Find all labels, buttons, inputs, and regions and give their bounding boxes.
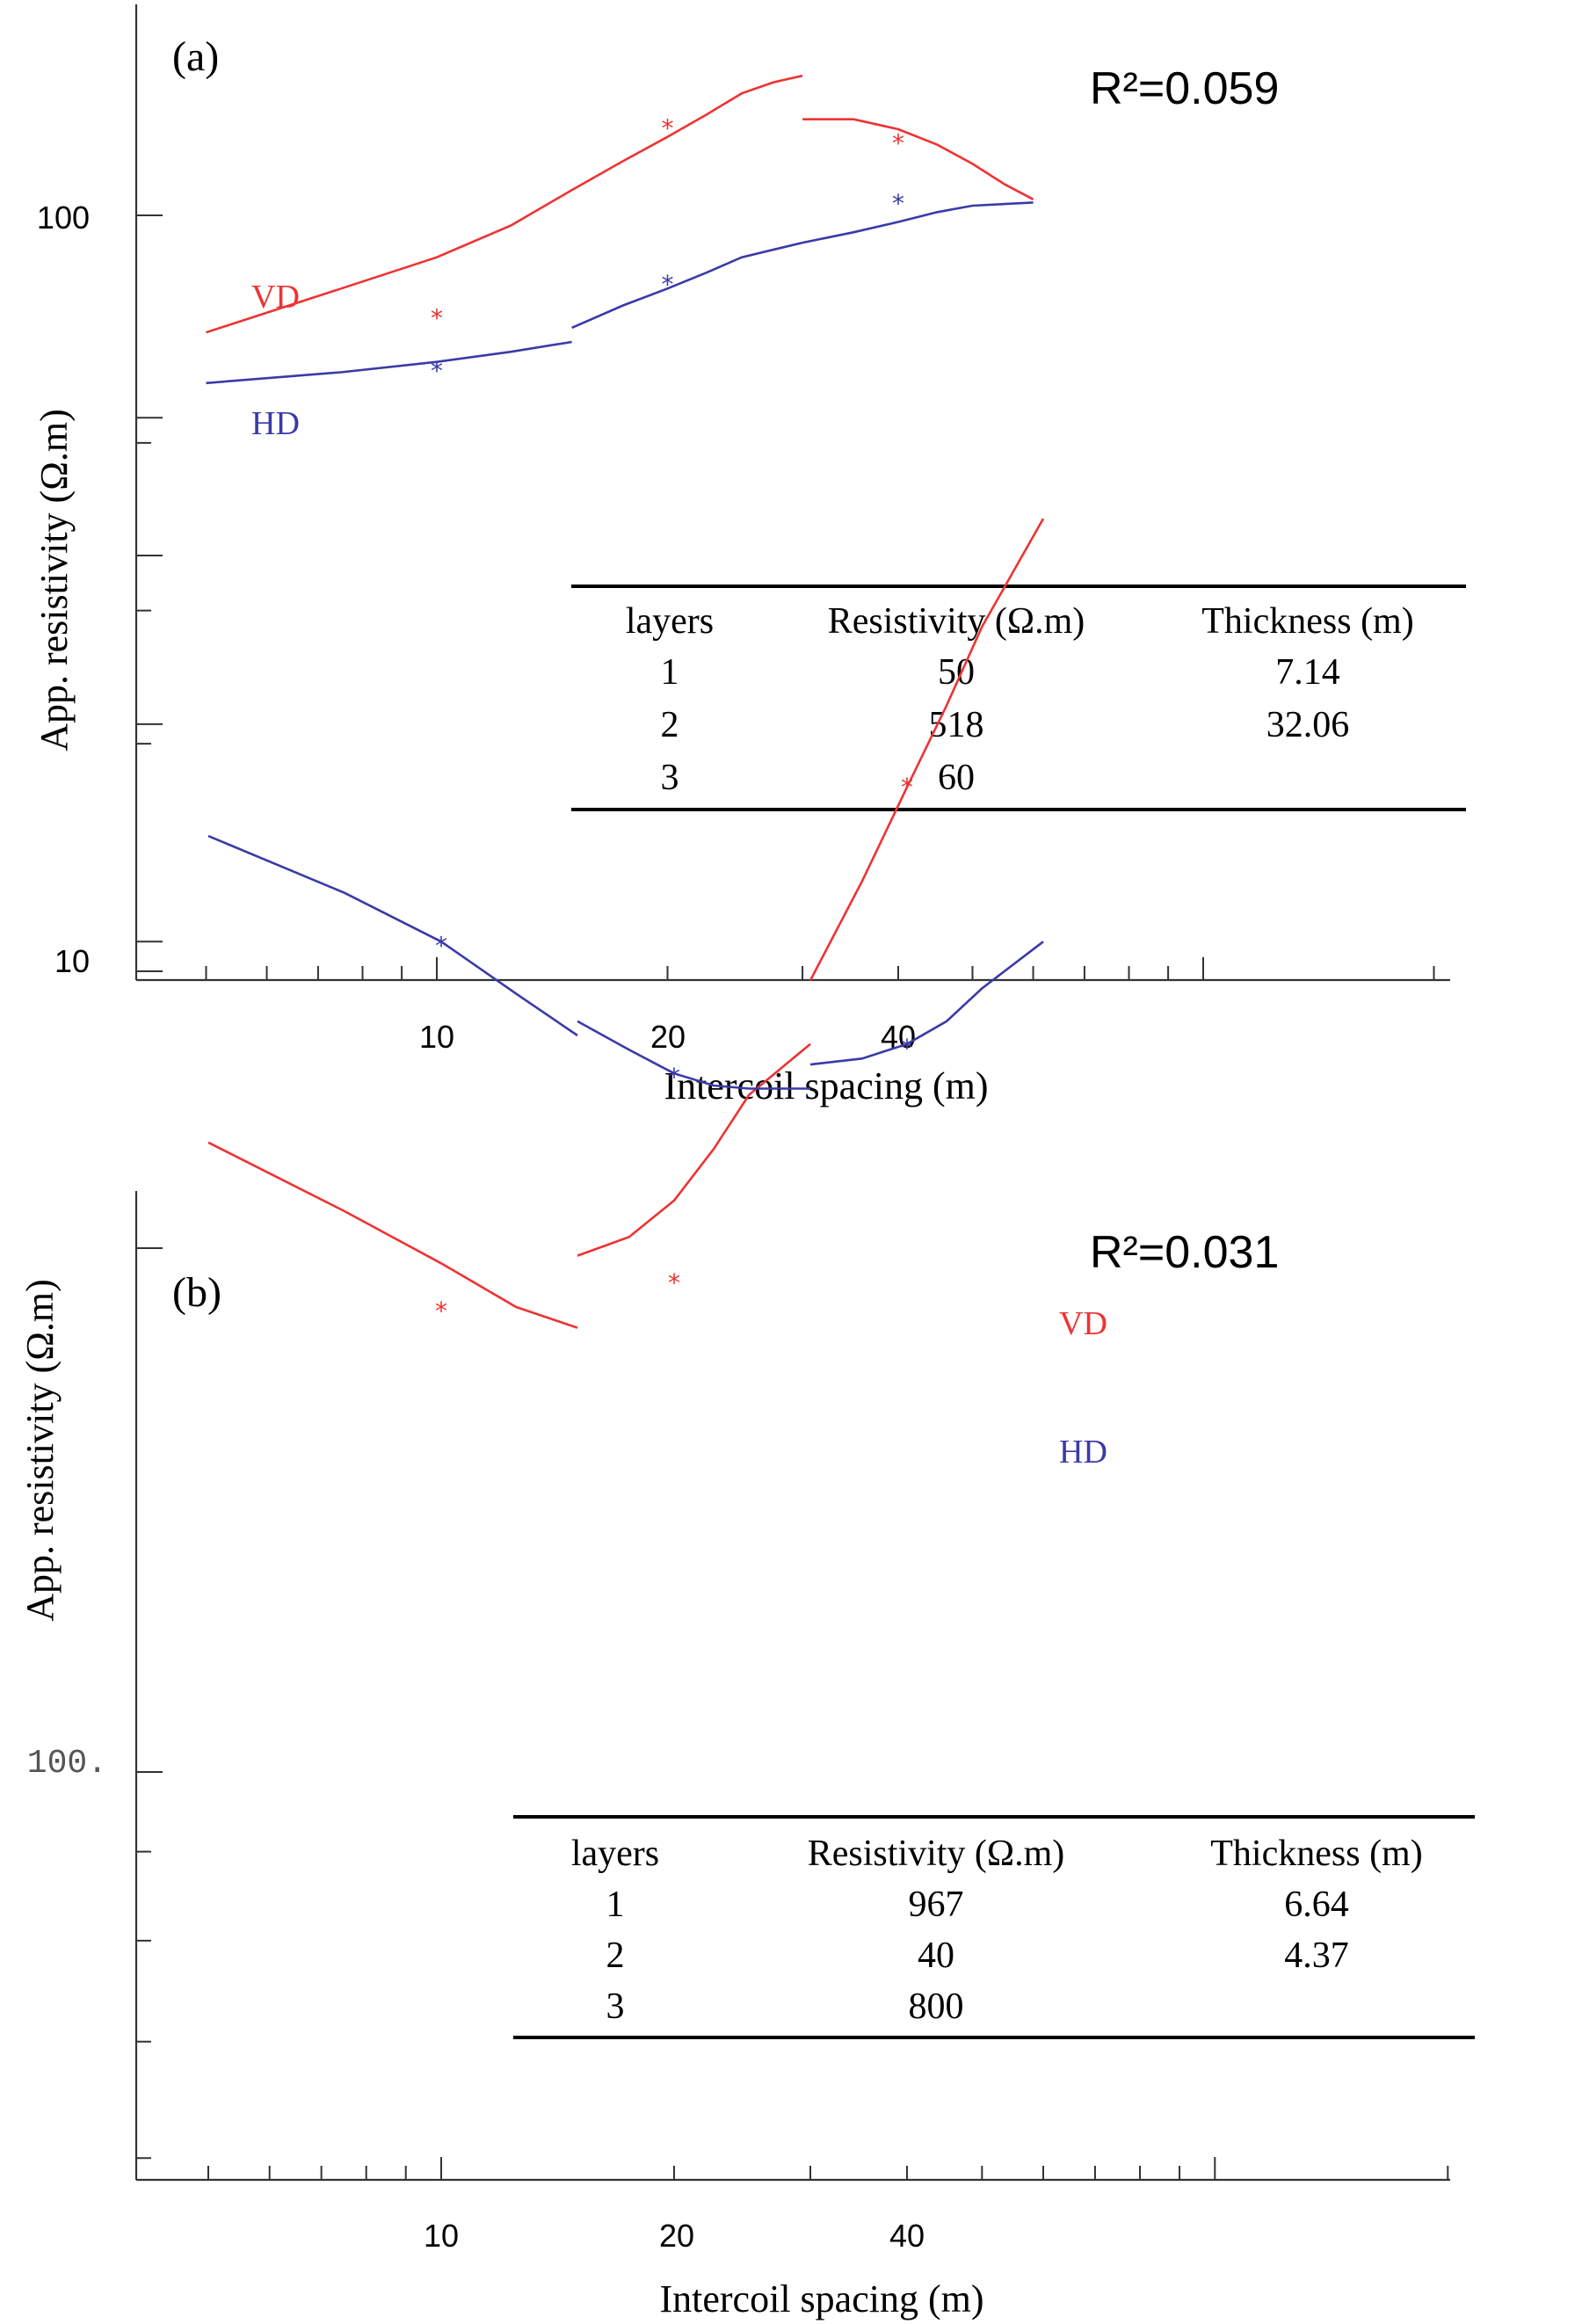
observed-point-hd: * [892,189,904,218]
panel-a-xtick-40: 40 [881,1019,916,1055]
model-curve-vd-0 [206,189,573,334]
observed-point-hd: * [901,1034,913,1063]
model-curve-vd-0 [207,1141,578,1329]
panel-a-ylabel: App. resistivity (Ω.m) [33,409,76,752]
panel-b-xtick-10: 10 [424,2218,459,2254]
panel-b-table-cell: 967 [909,1885,964,1925]
model-curve-vd-2 [802,118,1034,200]
panel-a-label: (a) [172,33,219,80]
panel-a-table-cell: 1 [661,652,679,693]
panel-b-xtick-20: 20 [659,2218,694,2254]
panel-a-table-cell: 7.14 [1275,652,1340,693]
panel-b: (b) R²=0.031 100. 10 20 40 Intercoil spa… [18,417,1475,2320]
panel-b-legend-vd: VD [1059,1305,1107,1342]
panel-a-xtick-10: 10 [419,1019,454,1055]
panel-b-table-header-layers: layers [571,1834,659,1874]
panel-a-ytick-100: 100 [37,200,90,236]
model-curve-hd-1 [571,241,803,330]
panel-b-table-cell: 3 [606,1986,625,2027]
panel-a-legend-hd: HD [251,405,300,442]
panel-a-curves [206,74,1034,385]
panel-a-x-ticks [205,957,1435,980]
panel-a-r2: R²=0.059 [1090,63,1279,114]
panel-a-xtick-20: 20 [650,1019,686,1055]
panel-a-table-header-resistivity: Resistivity (Ω.m) [828,601,1085,642]
model-curve-hd-1 [577,1020,810,1090]
observed-point-vd: * [668,1268,680,1297]
observed-point-hd: * [668,1063,680,1092]
observed-point-vd: * [662,113,674,142]
panel-a-table-cell: 2 [661,705,679,745]
panel-a-table-cell: 32.06 [1266,705,1350,745]
panel-b-y-ticks [136,417,163,2160]
panel-b-table-cell: 6.64 [1284,1885,1349,1925]
observed-point-vd: * [431,303,443,332]
model-curve-vd-1 [577,1042,811,1257]
panel-a-points: * * * * * * [431,113,904,385]
panel-a-table-cell: 3 [661,758,679,798]
panel-a-table-cell: 60 [938,758,975,798]
panel-b-label: (b) [172,1269,221,1316]
panel-b-table-cell: 1 [606,1885,625,1925]
panel-a-table: layers Resistivity (Ω.m) Thickness (m) 1… [571,585,1466,811]
panel-a-table-header-layers: layers [626,601,714,642]
model-curve-vd-1 [570,74,803,192]
panel-b-curves [207,518,1045,1329]
panel-b-ytick-100: 100. [27,1745,107,1783]
panel-b-table-header-resistivity: Resistivity (Ω.m) [808,1834,1065,1874]
panel-b-legend-hd: HD [1059,1434,1107,1471]
observed-point-hd: * [431,357,443,386]
panel-b-table-header-thickness: Thickness (m) [1210,1834,1422,1874]
panel-b-table: layers Resistivity (Ω.m) Thickness (m) 1… [513,1815,1475,2039]
panel-b-table-cell: 2 [606,1935,625,1976]
observed-point-vd: * [892,129,904,158]
panel-a-y-ticks [136,214,163,972]
panel-b-table-cell: 40 [918,1935,954,1976]
panel-b-ylabel: App. resistivity (Ω.m) [18,1279,62,1622]
observed-point-hd: * [662,270,674,299]
observed-point-vd: * [901,773,913,802]
observed-point-vd: * [435,1296,447,1325]
panel-b-table-cell: 4.37 [1284,1935,1349,1976]
panel-b-xtick-40: 40 [889,2218,925,2254]
panel-b-r2: R²=0.031 [1090,1227,1279,1278]
model-curve-vd-2 [809,518,1045,982]
model-curve-hd-2 [802,201,1034,244]
panel-a-table-header-thickness: Thickness (m) [1201,601,1413,642]
panel-b-points: * * * * * * [435,773,913,1325]
panel-b-xlabel: Intercoil spacing (m) [660,2277,984,2320]
observed-point-hd: * [435,931,447,960]
panel-a-legend-vd: VD [251,279,300,316]
model-curve-hd-0 [206,340,572,385]
panel-a-ytick-10: 10 [54,943,90,979]
model-curve-hd-2 [809,940,1044,1066]
panel-b-x-ticks [207,2157,1449,2180]
panel-a: (a) R²=0.059 100 10 10 20 40 Intercoil s… [33,4,1466,1108]
panel-b-table-cell: 800 [909,1986,964,2027]
model-curve-hd-0 [207,834,578,1037]
